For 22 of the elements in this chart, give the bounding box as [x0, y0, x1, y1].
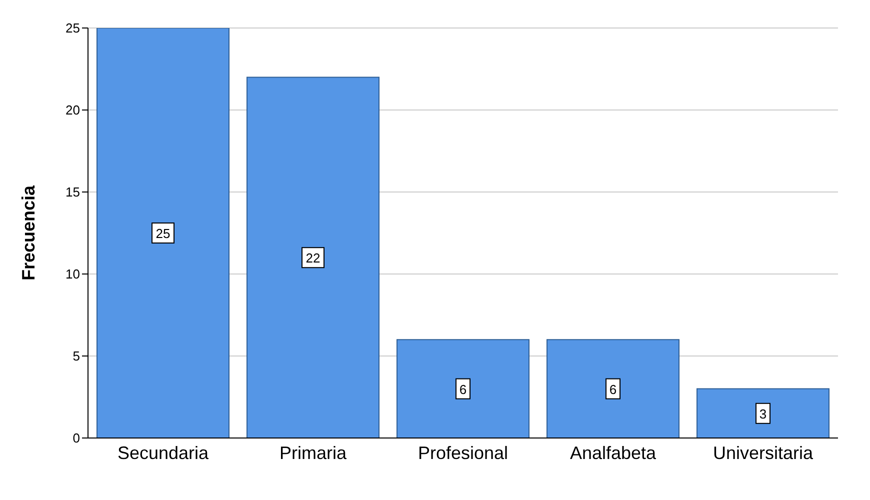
data-label: 6 [459, 382, 467, 397]
y-tick-label: 0 [72, 430, 80, 446]
bar [396, 339, 530, 438]
x-tick-label: Primaria [279, 442, 348, 463]
bar [246, 76, 380, 438]
x-tick-label: Analfabeta [570, 442, 658, 463]
data-label: 3 [759, 406, 767, 422]
y-axis-title: Frecuencia [18, 184, 38, 281]
y-tick-label: 10 [66, 266, 80, 282]
bar [546, 339, 680, 438]
data-label: 6 [609, 382, 617, 397]
y-tick-label: 5 [72, 348, 80, 364]
x-tick-label: Profesional [418, 442, 508, 463]
bar [96, 28, 230, 438]
x-tick-label: Secundaria [117, 442, 210, 463]
data-label: 25 [156, 226, 170, 241]
bar [696, 388, 830, 438]
data-label: 22 [306, 250, 320, 266]
y-tick-label: 25 [66, 20, 80, 36]
y-tick-label: 15 [66, 184, 80, 200]
y-tick-label: 20 [66, 102, 80, 118]
x-tick-label: Universitaria [712, 442, 814, 463]
